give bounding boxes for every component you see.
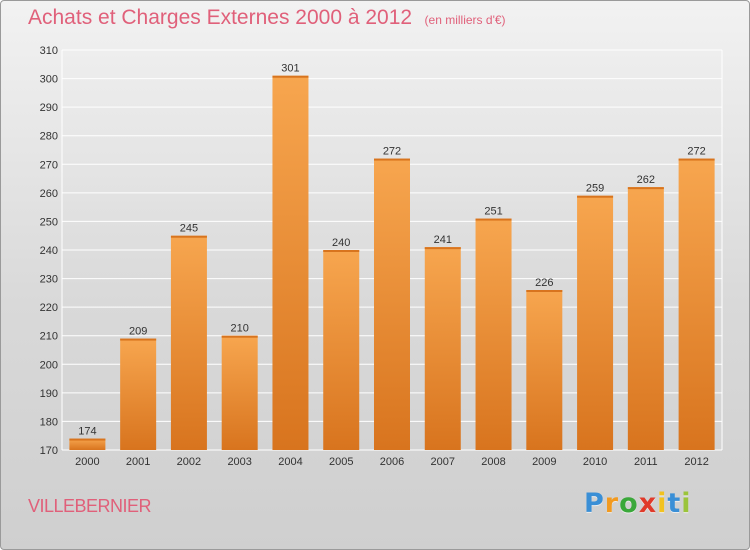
data-label: 226 xyxy=(535,277,553,289)
bar xyxy=(678,158,715,451)
bar-cap xyxy=(69,438,106,441)
y-tick-label: 210 xyxy=(40,331,58,343)
bar-cap xyxy=(475,218,512,221)
data-label: 240 xyxy=(332,237,350,249)
bar-cap xyxy=(120,338,157,341)
y-axis: 170 180 190 200 210 220 230 240 250 260 270 280 290 3… xyxy=(40,45,58,457)
bar xyxy=(475,218,512,450)
bar xyxy=(69,438,106,450)
x-tick-label: 2009 xyxy=(532,456,556,468)
bar-cap xyxy=(577,195,614,198)
y-tick-label: 260 xyxy=(40,188,58,200)
y-tick-label: 170 xyxy=(40,445,58,457)
y-tick-label: 310 xyxy=(40,45,58,57)
x-tick-label: 2005 xyxy=(329,456,353,468)
x-tick-label: 2003 xyxy=(227,456,251,468)
chart-unit: (en milliers d'€) xyxy=(424,13,506,27)
bar-cap xyxy=(272,75,309,78)
chart-header: Achats et Charges Externes 2000 à 2012 (… xyxy=(28,6,506,30)
bar xyxy=(221,335,258,450)
y-tick-label: 220 xyxy=(40,302,58,314)
logo-letter: x xyxy=(638,488,658,519)
data-labels: 174 209 245 210 301 240 272 241 251 226 259 262 272 xyxy=(78,63,706,438)
bar xyxy=(424,247,461,450)
bar-cap xyxy=(374,158,410,161)
chart-title: Achats et Charges Externes 2000 à 2012 xyxy=(28,6,413,29)
x-tick-label: 2004 xyxy=(278,456,302,468)
y-tick-label: 230 xyxy=(40,274,58,286)
bar xyxy=(272,75,309,450)
bar-cap xyxy=(221,335,258,338)
y-tick-label: 300 xyxy=(40,74,58,86)
x-tick-label: 2006 xyxy=(380,456,404,468)
bar xyxy=(170,235,207,450)
proxiti-logo[interactable]: Proxiti xyxy=(584,488,692,522)
data-label: 210 xyxy=(231,323,249,335)
x-tick-label: 2008 xyxy=(481,456,505,468)
x-tick-label: 2010 xyxy=(583,456,607,468)
x-tick-label: 2001 xyxy=(126,456,150,468)
y-tick-label: 180 xyxy=(40,416,58,428)
bar-cap xyxy=(170,235,207,238)
logo-letter: P xyxy=(584,488,605,519)
data-label: 245 xyxy=(180,223,198,235)
data-label: 301 xyxy=(281,63,299,75)
y-tick-label: 250 xyxy=(40,216,58,228)
x-tick-label: 2012 xyxy=(684,456,708,468)
x-tick-label: 2000 xyxy=(75,456,99,468)
logo-letter: i xyxy=(657,488,668,519)
logo-letter: o xyxy=(619,488,639,519)
data-label: 272 xyxy=(687,146,705,158)
bars xyxy=(69,75,715,451)
bar xyxy=(627,187,664,450)
bar xyxy=(323,250,360,450)
y-tick-label: 200 xyxy=(40,359,58,371)
x-tick-label: 2011 xyxy=(634,456,658,468)
bar-cap xyxy=(424,247,461,250)
y-tick-label: 190 xyxy=(40,388,58,400)
bar xyxy=(526,290,563,450)
logo-letter: i xyxy=(681,488,692,519)
bar-cap xyxy=(323,250,360,252)
bar xyxy=(374,158,410,451)
x-tick-label: 2002 xyxy=(177,456,201,468)
y-tick-label: 280 xyxy=(40,131,58,143)
x-axis: 2000 2001 2002 2003 2004 2005 2006 2007 2008 2009… xyxy=(75,456,709,468)
logo-letter: t xyxy=(667,488,682,519)
bar xyxy=(120,338,157,450)
y-tick-label: 240 xyxy=(40,245,58,257)
x-tick-label: 2007 xyxy=(431,456,455,468)
bar-cap xyxy=(627,187,664,190)
y-tick-label: 270 xyxy=(40,159,58,171)
logo-letter: r xyxy=(604,488,620,519)
data-label: 241 xyxy=(434,234,452,246)
data-label: 272 xyxy=(383,146,401,158)
data-label: 209 xyxy=(129,326,147,338)
bar xyxy=(577,195,614,450)
data-label: 174 xyxy=(78,426,96,438)
y-tick-label: 290 xyxy=(40,102,58,114)
bar-cap xyxy=(526,290,563,292)
bar-cap xyxy=(678,158,715,161)
data-label: 251 xyxy=(484,206,502,218)
data-label: 262 xyxy=(637,174,655,186)
commune-name: VILLEBERNIER xyxy=(28,496,152,516)
data-label: 259 xyxy=(586,183,604,195)
